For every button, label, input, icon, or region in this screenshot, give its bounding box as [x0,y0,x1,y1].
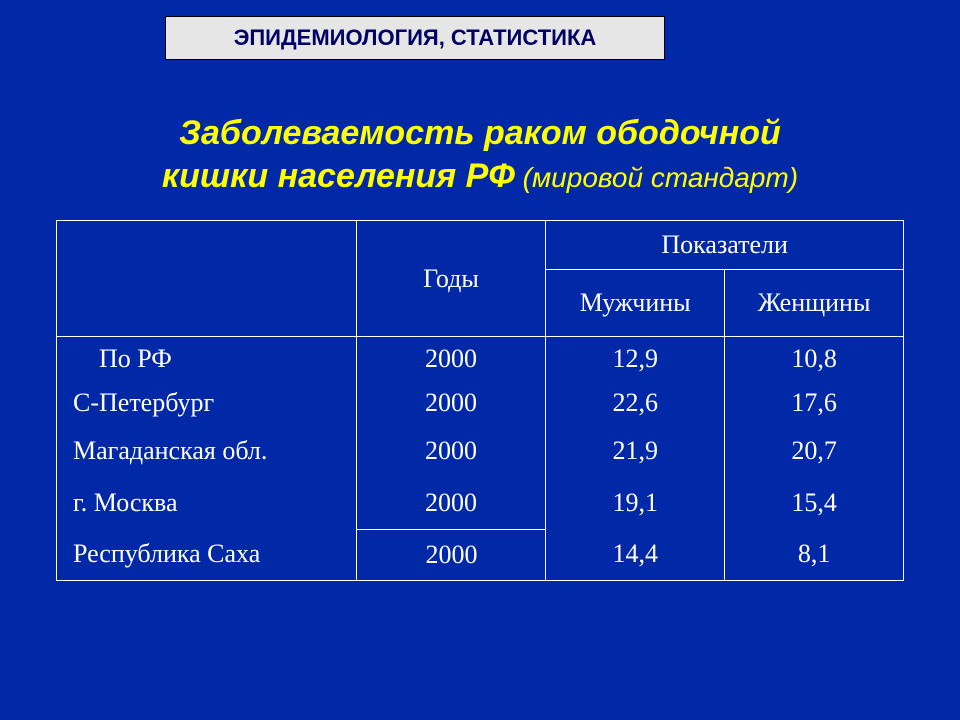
women-0: 10,8 [725,337,903,381]
cell-regions: По РФ С-Петербург Магаданская обл. г. Мо… [57,337,357,581]
year-2: 2000 [357,425,546,477]
men-2: 21,9 [546,425,724,477]
women-2: 20,7 [725,425,903,477]
table-row: По РФ С-Петербург Магаданская обл. г. Мо… [57,337,904,581]
cell-years: 2000 2000 2000 2000 2000 [356,337,546,581]
th-indicators: Показатели [546,221,904,270]
year-4: 2000 [357,529,547,580]
cell-women: 10,8 17,6 20,7 15,4 8,1 [725,337,904,581]
header-label: ЭПИДЕМИОЛОГИЯ, СТАТИСТИКА [234,25,597,51]
region-4: Республика Саха [57,529,356,579]
region-0: По РФ [57,337,356,381]
title-line2-sub: (мировой стандарт) [515,162,798,193]
table-head: Годы Показатели Мужчины Женщины [57,221,904,337]
men-1: 22,6 [546,381,724,425]
region-1: С-Петербург [57,381,356,425]
title-block: Заболеваемость раком ободочной кишки нас… [70,112,890,197]
women-3: 15,4 [725,477,903,529]
men-0: 12,9 [546,337,724,381]
table-body: По РФ С-Петербург Магаданская обл. г. Мо… [57,337,904,581]
header-box: ЭПИДЕМИОЛОГИЯ, СТАТИСТИКА [165,16,665,60]
region-3: г. Москва [57,477,356,529]
th-years: Годы [356,221,546,337]
women-1: 17,6 [725,381,903,425]
title-line1: Заболеваемость раком ободочной [70,112,890,155]
th-women: Женщины [725,270,904,337]
title-line2-bold: кишки населения РФ [162,157,515,195]
slide: ЭПИДЕМИОЛОГИЯ, СТАТИСТИКА Заболеваемость… [0,0,960,720]
year-0: 2000 [357,337,546,381]
data-table: Годы Показатели Мужчины Женщины По РФ С-… [56,220,904,581]
men-3: 19,1 [546,477,724,529]
year-1: 2000 [357,381,546,425]
title-line2: кишки населения РФ (мировой стандарт) [70,155,890,198]
cell-men: 12,9 22,6 21,9 19,1 14,4 [546,337,725,581]
region-2: Магаданская обл. [57,425,356,477]
year-3: 2000 [357,477,546,529]
th-men: Мужчины [546,270,725,337]
women-4: 8,1 [725,529,903,579]
men-4: 14,4 [546,529,724,579]
th-region [57,221,357,337]
